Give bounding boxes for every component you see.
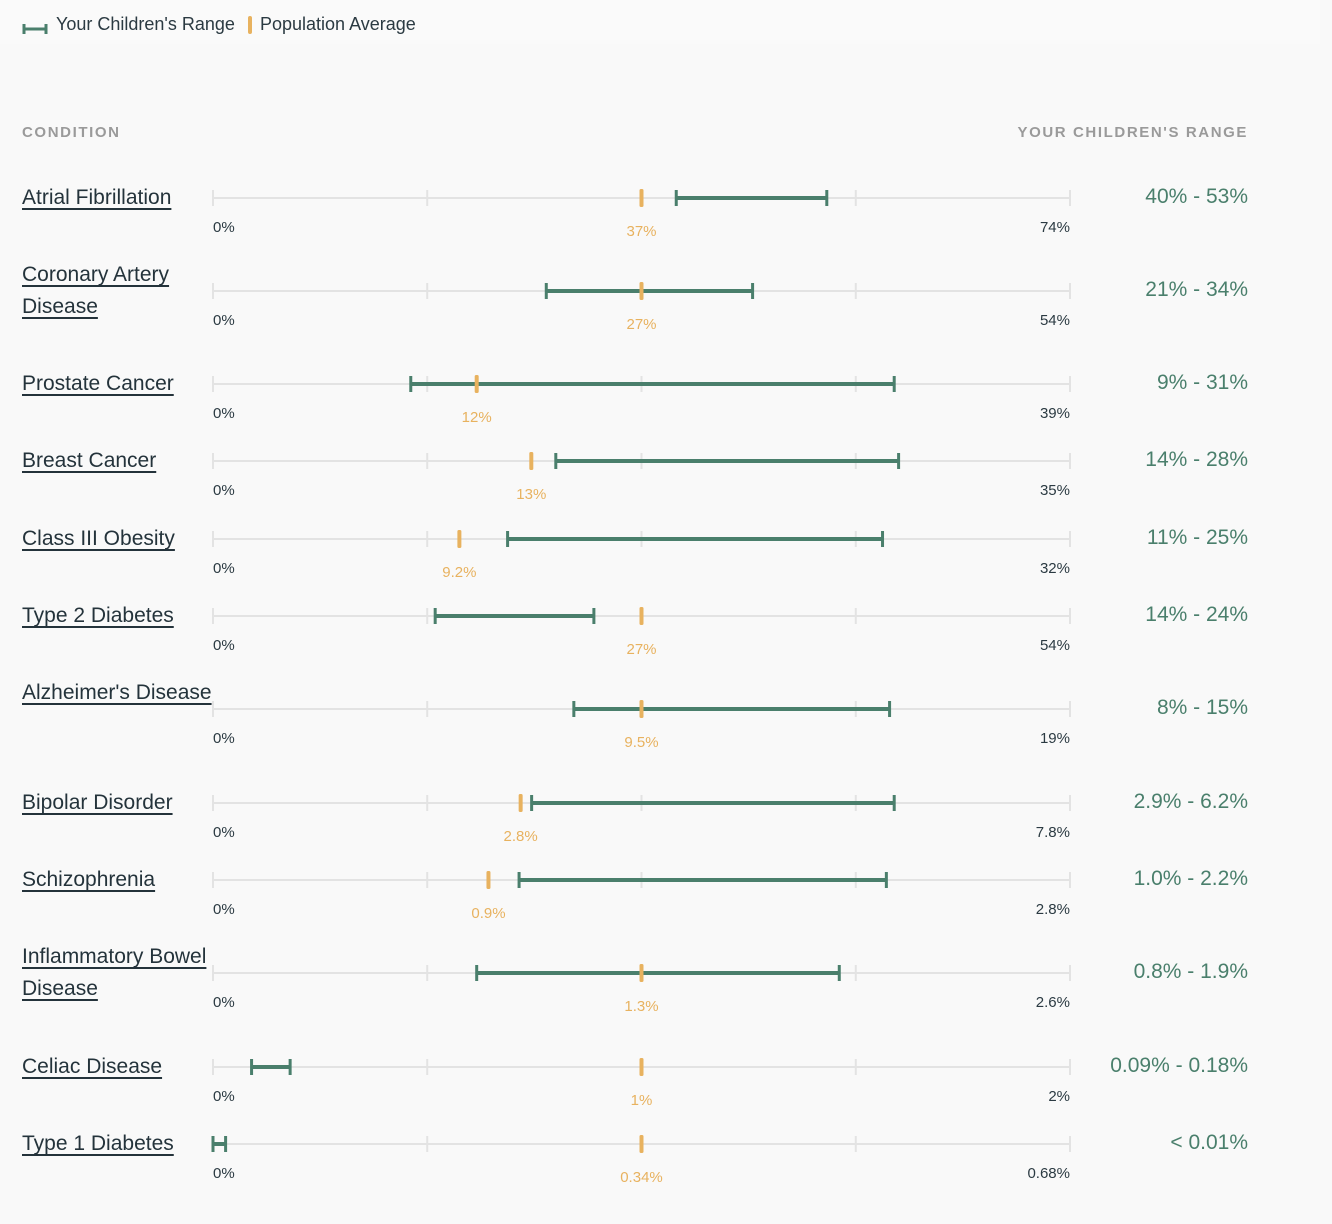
range-value: 0.8% - 1.9% bbox=[1133, 960, 1248, 983]
range-value: 14% - 28% bbox=[1145, 448, 1248, 471]
condition-column-header: CONDITION bbox=[22, 124, 121, 141]
range-value: 40% - 53% bbox=[1145, 185, 1248, 208]
axis-max-label: 39% bbox=[1040, 405, 1070, 422]
average-marker bbox=[639, 282, 644, 300]
condition-link[interactable]: Breast Cancer bbox=[22, 449, 157, 472]
average-label: 1% bbox=[631, 1092, 653, 1109]
average-marker bbox=[639, 1135, 644, 1153]
axis-max-label: 2.6% bbox=[1036, 994, 1070, 1011]
axis-min-label: 0% bbox=[213, 730, 235, 747]
range-value: 9% - 31% bbox=[1156, 371, 1248, 394]
range-value: 14% - 24% bbox=[1145, 603, 1248, 626]
legend: Your Children's Range Population Average bbox=[0, 0, 1320, 44]
axis-max-label: 54% bbox=[1040, 637, 1070, 654]
average-marker bbox=[639, 700, 644, 718]
average-marker bbox=[518, 794, 523, 812]
axis-min-label: 0% bbox=[213, 994, 235, 1011]
average-marker bbox=[639, 1058, 644, 1076]
legend-range-item: Your Children's Range bbox=[22, 14, 235, 35]
axis-max-label: 32% bbox=[1040, 560, 1070, 577]
average-marker bbox=[529, 452, 534, 470]
condition-link[interactable]: Type 1 Diabetes bbox=[22, 1132, 174, 1155]
condition-link[interactable]: Prostate Cancer bbox=[22, 372, 174, 395]
axis-max-label: 54% bbox=[1040, 312, 1070, 329]
axis-min-label: 0% bbox=[213, 482, 235, 499]
average-label: 9.5% bbox=[624, 734, 658, 751]
condition-link[interactable]: Inflammatory Bowel Disease bbox=[22, 945, 207, 1000]
range-marker-icon bbox=[22, 19, 48, 34]
axis-min-label: 0% bbox=[213, 312, 235, 329]
axis-min-label: 0% bbox=[213, 1088, 235, 1105]
range-value: 2.9% - 6.2% bbox=[1133, 790, 1248, 813]
condition-link[interactable]: Type 2 Diabetes bbox=[22, 604, 174, 627]
axis-min-label: 0% bbox=[213, 901, 235, 918]
axis-min-label: 0% bbox=[213, 637, 235, 654]
range-value: 1.0% - 2.2% bbox=[1133, 867, 1248, 890]
average-marker bbox=[639, 189, 644, 207]
average-label: 1.3% bbox=[624, 998, 658, 1015]
condition-link[interactable]: Coronary Artery Disease bbox=[22, 263, 170, 318]
axis-min-label: 0% bbox=[213, 560, 235, 577]
average-marker bbox=[474, 375, 479, 393]
axis-max-label: 7.8% bbox=[1036, 824, 1070, 841]
average-marker-icon bbox=[248, 15, 252, 34]
axis-min-label: 0% bbox=[213, 219, 235, 236]
axis-max-label: 0.68% bbox=[1027, 1165, 1070, 1182]
range-value: 21% - 34% bbox=[1145, 278, 1248, 301]
average-marker bbox=[639, 964, 644, 982]
axis-min-label: 0% bbox=[213, 405, 235, 422]
range-column-header: YOUR CHILDREN'S RANGE bbox=[1017, 124, 1248, 141]
average-marker bbox=[457, 530, 462, 548]
average-marker bbox=[639, 607, 644, 625]
legend-average-label: Population Average bbox=[260, 14, 416, 34]
average-label: 0.34% bbox=[620, 1169, 663, 1186]
average-label: 2.8% bbox=[504, 828, 538, 845]
range-value: 8% - 15% bbox=[1156, 696, 1248, 719]
range-value: 0.09% - 0.18% bbox=[1110, 1054, 1248, 1077]
axis-max-label: 19% bbox=[1040, 730, 1070, 747]
axis-min-label: 0% bbox=[213, 824, 235, 841]
axis-max-label: 74% bbox=[1040, 219, 1070, 236]
average-label: 27% bbox=[626, 316, 656, 333]
legend-average-item: Population Average bbox=[248, 14, 416, 35]
axis-min-label: 0% bbox=[213, 1165, 235, 1182]
condition-link[interactable]: Atrial Fibrillation bbox=[22, 186, 172, 209]
axis-max-label: 35% bbox=[1040, 482, 1070, 499]
condition-link[interactable]: Bipolar Disorder bbox=[22, 791, 173, 814]
average-label: 27% bbox=[626, 641, 656, 658]
axis-max-label: 2.8% bbox=[1036, 901, 1070, 918]
average-label: 12% bbox=[462, 409, 492, 426]
condition-link[interactable]: Celiac Disease bbox=[22, 1055, 163, 1078]
average-marker bbox=[486, 871, 491, 889]
condition-link[interactable]: Class III Obesity bbox=[22, 527, 175, 550]
range-value: 11% - 25% bbox=[1146, 526, 1248, 549]
condition-link[interactable]: Alzheimer's Disease bbox=[22, 681, 212, 704]
average-label: 0.9% bbox=[471, 905, 505, 922]
average-label: 37% bbox=[626, 223, 656, 240]
axis-max-label: 2% bbox=[1048, 1088, 1070, 1105]
legend-range-label: Your Children's Range bbox=[56, 14, 235, 34]
average-label: 9.2% bbox=[442, 564, 476, 581]
range-value: < 0.01% bbox=[1170, 1131, 1248, 1154]
average-label: 13% bbox=[516, 486, 546, 503]
condition-link[interactable]: Schizophrenia bbox=[22, 868, 156, 891]
